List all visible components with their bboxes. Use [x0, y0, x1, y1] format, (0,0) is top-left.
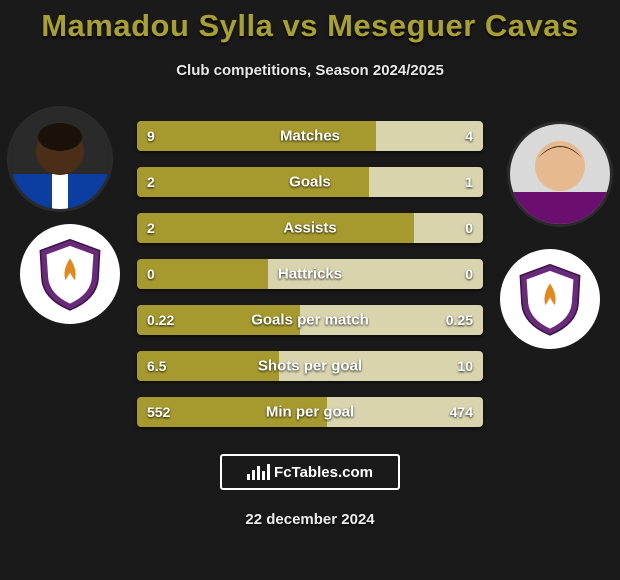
brand-logo: FcTables.com	[220, 454, 400, 490]
stat-label: Goals	[289, 174, 331, 191]
player1-club-badge	[20, 224, 120, 324]
stat-bar-left	[137, 167, 369, 197]
stat-label: Shots per goal	[258, 358, 362, 375]
stat-value-left: 6.5	[147, 358, 166, 374]
stat-value-right: 4	[465, 128, 473, 144]
player2-avatar-svg	[510, 124, 610, 224]
stat-row: Matches 9 4	[137, 121, 483, 151]
stat-value-right: 0.25	[446, 312, 473, 328]
club-badge-svg	[31, 235, 109, 313]
main-area: Matches 9 4 Goals 2 1 Assists 2 0 Hattricks 0 0 Goal…	[0, 109, 620, 439]
stat-label: Min per goal	[266, 404, 354, 421]
player2-avatar	[510, 124, 610, 224]
brand-text: FcTables.com	[274, 464, 373, 481]
player1-avatar-svg	[10, 109, 110, 209]
comparison-date: 22 december 2024	[245, 511, 374, 528]
stat-row: Min per goal 552 474	[137, 397, 483, 427]
stat-row: Goals 2 1	[137, 167, 483, 197]
stat-value-left: 0	[147, 266, 155, 282]
stats-bars-container: Matches 9 4 Goals 2 1 Assists 2 0 Hattricks 0 0 Goal…	[137, 121, 483, 443]
stat-value-left: 2	[147, 174, 155, 190]
stat-label: Hattricks	[278, 266, 342, 283]
stat-row: Shots per goal 6.5 10	[137, 351, 483, 381]
stat-label: Goals per match	[251, 312, 369, 329]
stat-value-left: 2	[147, 220, 155, 236]
stat-bar-left	[137, 259, 268, 289]
club-badge-svg	[511, 260, 589, 338]
comparison-title: Mamadou Sylla vs Meseguer Cavas	[0, 8, 620, 44]
player1-avatar	[10, 109, 110, 209]
stat-value-right: 0	[465, 220, 473, 236]
stat-row: Assists 2 0	[137, 213, 483, 243]
stat-value-right: 0	[465, 266, 473, 282]
stat-value-right: 474	[450, 404, 473, 420]
stat-value-left: 0.22	[147, 312, 174, 328]
content-area: Mamadou Sylla vs Meseguer Cavas Club com…	[0, 0, 620, 580]
brand-bars-icon	[247, 464, 270, 480]
stat-value-right: 10	[457, 358, 473, 374]
stat-value-right: 1	[465, 174, 473, 190]
stat-row: Goals per match 0.22 0.25	[137, 305, 483, 335]
player2-club-badge	[500, 249, 600, 349]
stat-value-left: 9	[147, 128, 155, 144]
stat-bar-left	[137, 213, 414, 243]
stat-value-left: 552	[147, 404, 170, 420]
stat-label: Assists	[283, 220, 336, 237]
comparison-subtitle: Club competitions, Season 2024/2025	[0, 62, 620, 79]
stat-row: Hattricks 0 0	[137, 259, 483, 289]
stat-label: Matches	[280, 128, 340, 145]
